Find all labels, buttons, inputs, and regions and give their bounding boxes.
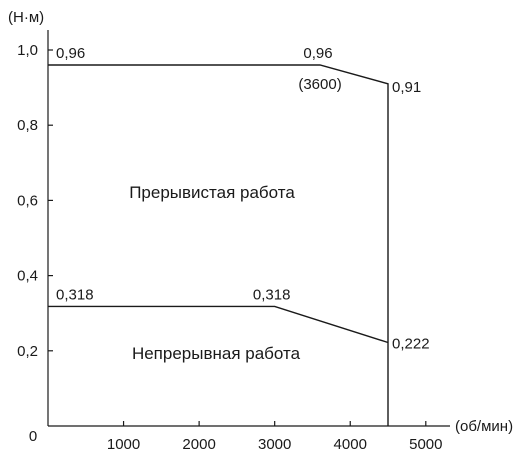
x-axis-unit-label: (об/мин) (455, 418, 513, 435)
annotation-label: 0,222 (392, 336, 430, 353)
curve-intermittent-limit (48, 64, 389, 426)
y-tick-label: 0,2 (17, 343, 38, 360)
y-ticks: 0,2 0,4 0,6 0,8 1,0 (17, 42, 53, 360)
y-tick-label: 0,8 (17, 117, 38, 134)
annotations: 0,96 0,96 (3600) 0,91 0,318 0,318 0,222 (56, 45, 430, 352)
annotation-label: 0,96 (303, 45, 332, 62)
x-ticks: 1000 2000 3000 4000 5000 (107, 421, 442, 453)
x-tick-label: 1000 (107, 436, 140, 453)
y-tick-label: 1,0 (17, 42, 38, 59)
x-tick-label: 5000 (409, 436, 442, 453)
y-axis-unit-label: (Н·м) (8, 9, 44, 26)
curve-continuous-limit (48, 305, 389, 344)
x-tick-label: 2000 (182, 436, 215, 453)
y-tick-label: 0,6 (17, 192, 38, 209)
y-tick-label: 0,4 (17, 268, 38, 285)
annotation-label: 0,318 (253, 286, 291, 303)
x-tick-label: 4000 (334, 436, 367, 453)
origin-label: 0 (29, 428, 37, 445)
annotation-label: 0,318 (56, 286, 94, 303)
x-tick-label: 3000 (258, 436, 291, 453)
annotation-label: 0,96 (56, 45, 85, 62)
region-label-intermittent: Прерывистая работа (129, 183, 295, 202)
region-label-continuous: Непрерывная работа (132, 344, 301, 363)
annotation-label: (3600) (298, 76, 341, 93)
annotation-label: 0,91 (392, 79, 421, 96)
curves (48, 64, 389, 426)
axes (47, 30, 450, 427)
